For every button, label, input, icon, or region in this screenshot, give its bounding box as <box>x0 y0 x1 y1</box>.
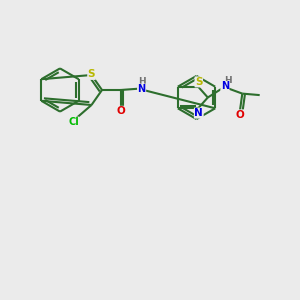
Text: Cl: Cl <box>68 117 79 127</box>
Text: O: O <box>116 106 125 116</box>
Text: H: H <box>224 76 232 85</box>
Text: O: O <box>236 110 244 120</box>
Text: N: N <box>137 84 146 94</box>
Text: H: H <box>138 76 146 85</box>
Text: N: N <box>194 108 203 118</box>
Text: S: S <box>88 69 95 80</box>
Text: N: N <box>221 81 229 92</box>
Text: S: S <box>195 77 202 87</box>
